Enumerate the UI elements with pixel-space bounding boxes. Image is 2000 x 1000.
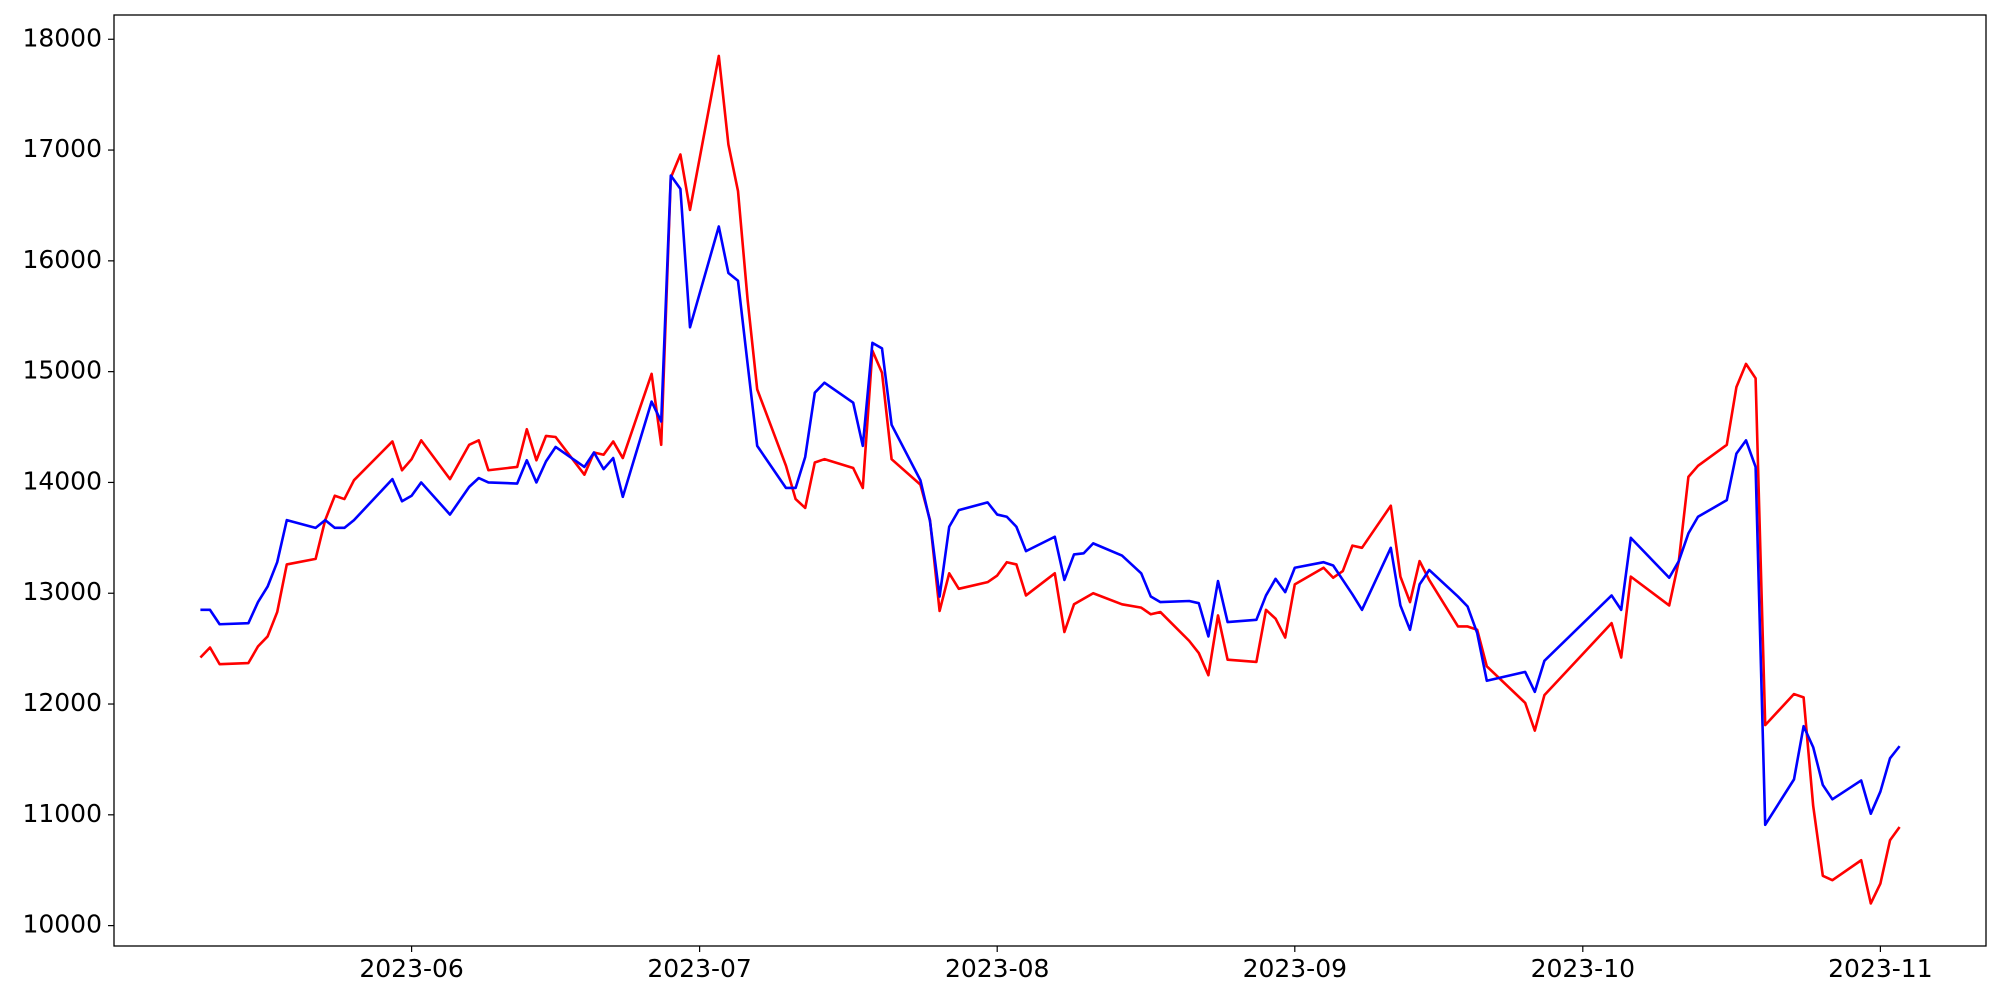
data-line [200, 174, 1901, 827]
y-tick-label: 18000 [22, 23, 102, 52]
y-tick-label: 11000 [22, 799, 102, 828]
x-tick-label: 2023-07 [647, 954, 751, 983]
plot-frame [113, 14, 1987, 947]
x-tick-label: 2023-09 [1243, 954, 1347, 983]
y-tick-label: 16000 [22, 245, 102, 274]
y-tick-label: 15000 [22, 356, 102, 385]
x-tick-label: 2023-06 [359, 954, 463, 983]
y-tick-label: 14000 [22, 466, 102, 495]
data-line [199, 54, 1901, 905]
x-tick-label: 2023-11 [1828, 954, 1932, 983]
y-tick-label: 12000 [22, 688, 102, 717]
y-tick-label: 13000 [22, 577, 102, 606]
x-tick-label: 2023-10 [1531, 954, 1635, 983]
y-tick-label: 17000 [22, 134, 102, 163]
y-tick-label: 10000 [22, 910, 102, 939]
x-tick-label: 2023-08 [945, 954, 1049, 983]
